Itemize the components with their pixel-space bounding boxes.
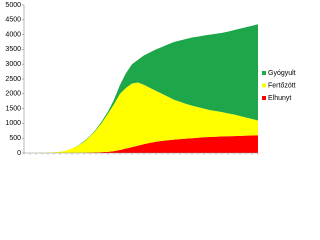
legend-swatch <box>262 96 266 100</box>
area <box>24 24 258 153</box>
y-tick-label: 5000 <box>5 2 21 9</box>
chart: 0 500 1000 1500 2000 2500 3000 3500 4000 4500 5000… <box>5 2 296 157</box>
legend-swatch <box>262 83 266 88</box>
y-tick-label: 4500 <box>5 17 21 24</box>
area <box>24 82 258 153</box>
y-tick-label: 3500 <box>5 46 21 53</box>
y-tick-label: 500 <box>9 135 21 142</box>
y-tick-label: 4000 <box>5 31 21 38</box>
y-tick-label: 2500 <box>5 76 21 83</box>
area <box>24 135 258 153</box>
y-tick-label: 3000 <box>5 61 21 68</box>
legend-label: Fertőzött <box>268 82 296 89</box>
legend-swatch <box>262 71 266 75</box>
y-tick-label: 0 <box>17 150 21 157</box>
y-tick-label: 2000 <box>5 91 21 98</box>
legend-label: Elhunyt <box>268 95 291 102</box>
y-tick-label: 1000 <box>5 120 21 127</box>
legend-label: Gyógyult <box>268 70 296 77</box>
y-tick-label: 1500 <box>5 105 21 112</box>
